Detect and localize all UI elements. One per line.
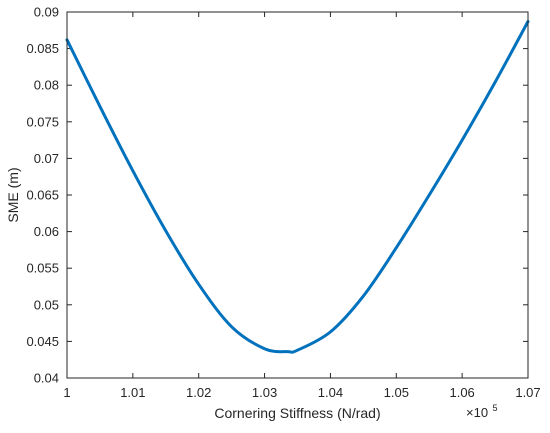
y-tick-labels: 0.04 0.045 0.05 0.055 0.06 0.065 0.07 0.075 0.08… [26, 5, 59, 386]
y-tick-label: 0.08 [34, 78, 59, 93]
y-tick-label: 0.04 [34, 371, 59, 386]
x-tick-label: 1 [63, 385, 70, 400]
y-tick-label: 0.065 [26, 188, 59, 203]
y-tick-label: 0.09 [34, 5, 59, 20]
x-tick-labels: 1 1.01 1.02 1.03 1.04 1.05 1.06 1.07 [63, 385, 540, 400]
x-tick-label: 1.04 [318, 385, 343, 400]
y-tick-label: 0.085 [26, 41, 59, 56]
series-line-sme [65, 20, 530, 354]
x-tick-label: 1.05 [384, 385, 409, 400]
x-tick-label: 1.06 [449, 385, 474, 400]
x-tick-label: 1.07 [515, 385, 540, 400]
y-tick-label: 0.07 [34, 151, 59, 166]
y-axis-label: SME (m) [5, 167, 21, 222]
tick-marks [66, 11, 529, 379]
x-axis-exponent: ×10 5 [466, 403, 498, 421]
y-tick-label: 0.06 [34, 224, 59, 239]
plot-frame [66, 11, 529, 379]
y-tick-label: 0.045 [26, 334, 59, 349]
y-tick-label: 0.075 [26, 114, 59, 129]
x-tick-label: 1.03 [252, 385, 277, 400]
x-axis-label: Cornering Stiffness (N/rad) [214, 405, 380, 421]
y-tick-label: 0.055 [26, 261, 59, 276]
x-tick-label: 1.01 [120, 385, 145, 400]
x-tick-label: 1.02 [186, 385, 211, 400]
x-axis-exponent-base: ×10 [466, 405, 488, 420]
x-axis-exponent-power: 5 [493, 403, 498, 413]
y-tick-label: 0.05 [34, 297, 59, 312]
